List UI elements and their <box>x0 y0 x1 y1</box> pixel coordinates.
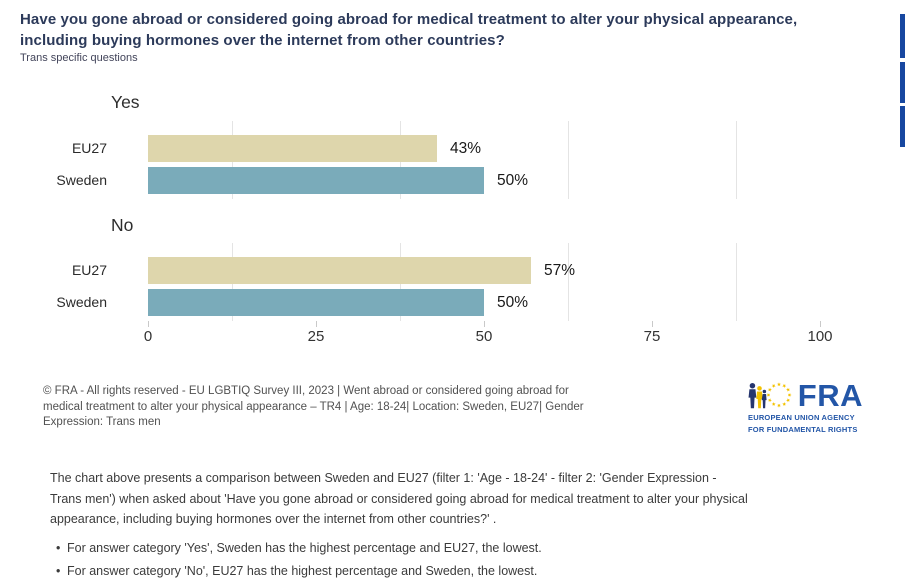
bar-row: EU27 57% <box>72 257 820 284</box>
value-label: 50% <box>497 172 529 189</box>
axis-tick-label: 25 <box>307 328 325 345</box>
edge-toolbar-button-3[interactable] <box>900 106 905 147</box>
edge-toolbar-button-1[interactable] <box>900 14 905 58</box>
fra-logo-caption-1: EUROPEAN UNION AGENCY <box>748 413 855 422</box>
minor-gridline <box>736 243 737 321</box>
minor-gridline <box>568 243 569 321</box>
plot-band-no: EU27 57% Sweden 50% <box>56 243 820 321</box>
bar-row: Sweden 50% <box>56 167 820 194</box>
axis-tick-label: 50 <box>475 328 493 345</box>
plot-band-yes: EU27 43% Sweden 50% <box>56 121 820 199</box>
description-line: Trans men') when asked about 'Have you g… <box>50 491 748 506</box>
bar-row: EU27 43% <box>72 135 820 162</box>
axis-tick-label: 0 <box>143 328 153 345</box>
axis-tick-mark <box>652 321 653 327</box>
page-subtitle: Trans specific questions <box>20 52 138 64</box>
fra-logo: FRA EUROPEAN UNION AGENCY FOR FUNDAMENTA… <box>748 379 863 434</box>
fra-logo-caption-2: FOR FUNDAMENTAL RIGHTS <box>748 424 858 434</box>
bullet-item: For answer category 'No', EU27 has the h… <box>50 560 748 583</box>
fra-emblem-icon <box>748 382 792 409</box>
axis-tick-mark <box>820 321 821 327</box>
chart-description: The chart above presents a comparison be… <box>50 468 748 583</box>
fra-logo-acronym: FRA <box>797 377 863 413</box>
bar-no-sweden[interactable] <box>148 289 484 316</box>
edge-toolbar-button-2[interactable] <box>900 62 905 103</box>
group-title-no: No <box>111 215 134 235</box>
axis-tick-label: 75 <box>643 328 661 345</box>
minor-gridline <box>736 121 737 199</box>
attribution-line: Expression: Trans men <box>43 416 161 428</box>
category-label: Sweden <box>56 172 107 188</box>
description-bullets: For answer category 'Yes', Sweden has th… <box>50 537 748 583</box>
minor-gridline <box>568 121 569 199</box>
bar-yes-eu27[interactable] <box>148 135 437 162</box>
attribution-text: © FRA - All rights reserved - EU LGBTIQ … <box>43 384 584 431</box>
axis-tick-mark <box>148 321 149 327</box>
x-axis: 0 25 50 75 100 <box>144 321 833 349</box>
axis-tick-mark <box>316 321 317 327</box>
bar-yes-sweden[interactable] <box>148 167 484 194</box>
description-line: The chart above presents a comparison be… <box>50 471 717 485</box>
group-title-yes: Yes <box>111 92 140 112</box>
axis-tick-mark <box>484 321 485 327</box>
bullet-item: For answer category 'Yes', Sweden has th… <box>50 537 748 560</box>
attribution-line: © FRA - All rights reserved - EU LGBTIQ … <box>43 385 569 397</box>
page-title: Have you gone abroad or considered going… <box>20 11 798 49</box>
bar-no-eu27[interactable] <box>148 257 532 284</box>
attribution-line: medical treatment to alter your physical… <box>43 400 584 413</box>
value-label: 57% <box>544 262 576 279</box>
axis-tick-label: 100 <box>807 328 833 345</box>
bar-row: Sweden 50% <box>56 289 820 316</box>
category-label: EU27 <box>71 140 107 156</box>
category-label: Sweden <box>56 294 107 310</box>
category-label: EU27 <box>71 262 107 278</box>
value-label: 50% <box>497 294 529 311</box>
description-line: appearance, including buying hormones ov… <box>50 512 497 526</box>
value-label: 43% <box>449 140 481 157</box>
